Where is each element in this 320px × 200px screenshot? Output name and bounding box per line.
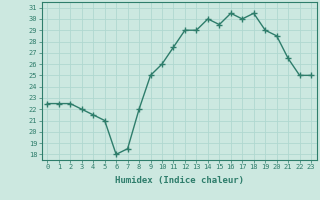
X-axis label: Humidex (Indice chaleur): Humidex (Indice chaleur) (115, 176, 244, 185)
